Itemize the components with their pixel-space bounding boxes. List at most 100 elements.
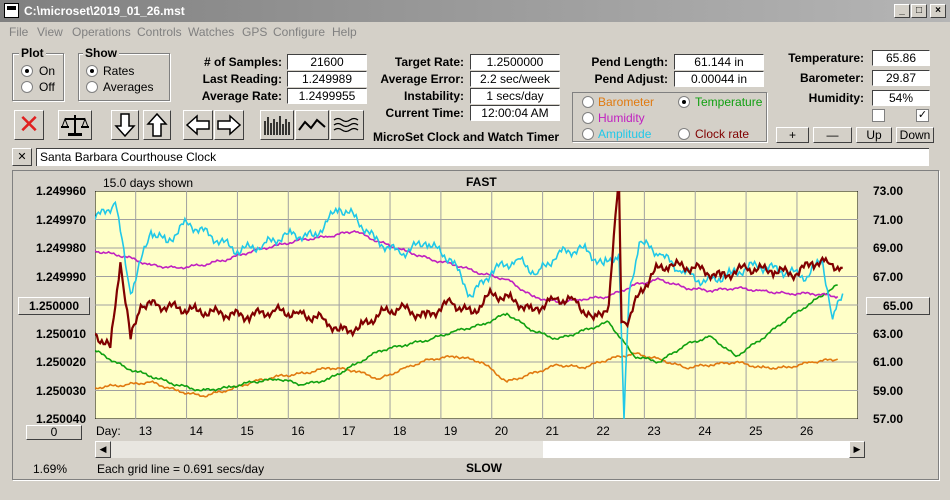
minimize-button[interactable]: _ [894, 4, 910, 18]
zero-button[interactable]: 0 [26, 425, 82, 440]
right-arrow-icon[interactable] [214, 110, 244, 140]
barometer-radio[interactable] [582, 96, 594, 108]
chart-title-fast: FAST [466, 175, 497, 189]
series-options-box [572, 92, 767, 142]
menu-help[interactable]: Help [332, 25, 357, 39]
average-rate-field: 1.2499955 [287, 88, 367, 104]
left-axis-tick: 1.249980 [35, 241, 86, 255]
checkbox-2[interactable]: ✓ [916, 109, 929, 122]
stop-icon[interactable]: ✕ [14, 110, 44, 140]
right-axis-tick: 69.00 [873, 241, 904, 255]
app-name-label: MicroSet Clock and Watch Timer [373, 130, 560, 144]
close-icon[interactable]: ✕ [12, 148, 32, 166]
app-icon[interactable] [4, 3, 19, 18]
clock-rate-radio[interactable] [678, 128, 690, 140]
barometer-label: Barometer: [799, 71, 864, 85]
pend-adjust-label: Pend Adjust: [594, 72, 668, 86]
temperature-label: Temperature: [788, 51, 864, 65]
down-button[interactable]: Down [896, 127, 934, 143]
up-button[interactable]: Up [856, 127, 892, 143]
day-label: 24 [698, 424, 712, 438]
scroll-right-icon[interactable]: ▶ [849, 441, 865, 458]
show-averages-radio[interactable] [86, 81, 98, 93]
show-averages-label: Averages [103, 80, 154, 94]
right-axis-tick: 59.00 [873, 383, 904, 398]
instability-field: 1 secs/day [470, 88, 560, 104]
average-error-field: 2.2 sec/week [470, 71, 560, 87]
menu-watches[interactable]: Watches [188, 25, 235, 39]
grid-note-label: Each grid line = 0.691 secs/day [97, 462, 265, 476]
bar-graph-icon[interactable] [260, 110, 294, 140]
maximize-button[interactable]: □ [911, 4, 927, 18]
last-reading-label: Last Reading: [202, 72, 282, 86]
right-axis-tick: 61.00 [873, 355, 904, 369]
humidity-label: Humidity: [808, 91, 864, 105]
chart-bottom-slow: SLOW [466, 461, 502, 475]
average-error-label: Average Error: [380, 72, 464, 86]
line-graph-icon[interactable] [295, 110, 329, 140]
title-bar: C:\microset\2019_01_26.mst _ □ × [0, 0, 950, 22]
samples-label: # of Samples: [203, 55, 282, 69]
day-label: 17 [342, 424, 356, 438]
left-axis-center-button[interactable]: 1.250000 [18, 297, 90, 315]
left-axis-tick: 1.249990 [35, 269, 86, 284]
day-label: 26 [799, 424, 814, 438]
humidity-radio[interactable] [582, 112, 594, 124]
left-axis-tick: 1.249970 [35, 212, 86, 227]
menu-configure[interactable]: Configure [273, 25, 326, 39]
plus-button[interactable]: + [776, 127, 809, 143]
horizontal-scrollbar[interactable]: ◀ ▶ [95, 441, 865, 458]
day-label: 20 [494, 424, 509, 438]
minus-button[interactable]: — [813, 127, 852, 143]
temperature-option: Temperature [695, 95, 763, 109]
clock-name-field[interactable]: Santa Barbara Courthouse Clock [36, 148, 929, 166]
barometer-field: 29.87 [872, 70, 930, 86]
show-rates-radio[interactable] [86, 65, 98, 77]
chart-panel [12, 170, 939, 480]
wave-graph-icon[interactable] [330, 110, 364, 140]
menu-file[interactable]: File [9, 25, 29, 39]
plot-off-radio[interactable] [21, 81, 33, 93]
balance-scale-icon[interactable] [58, 110, 92, 140]
close-window-button[interactable]: × [930, 4, 946, 18]
day-label: 19 [443, 424, 458, 438]
menu-operations[interactable]: Operations [72, 25, 131, 39]
up-arrow-icon[interactable] [143, 110, 171, 140]
clock-rate-option: Clock rate [695, 127, 750, 141]
plot-on-radio[interactable] [21, 65, 33, 77]
left-axis-tick: 1.250030 [35, 383, 86, 398]
day-label: 15 [240, 424, 254, 438]
left-axis-tick: 1.250010 [35, 326, 86, 341]
samples-field: 21600 [287, 54, 367, 70]
current-time-field: 12:00:04 AM [470, 105, 560, 121]
down-arrow-icon[interactable] [111, 110, 139, 140]
amplitude-radio[interactable] [582, 128, 594, 140]
left-axis-tick: 1.250020 [35, 355, 86, 369]
menu-view[interactable]: View [37, 25, 63, 39]
day-label: 23 [647, 424, 661, 438]
series-barometer [95, 352, 839, 398]
barometer-option: Barometer [598, 95, 655, 109]
last-reading-field: 1.249989 [287, 71, 367, 87]
average-rate-label: Average Rate: [201, 89, 282, 103]
left-arrow-icon[interactable] [183, 110, 213, 140]
scroll-left-icon[interactable]: ◀ [95, 441, 111, 458]
days-shown-label: 15.0 days shown [103, 176, 194, 190]
right-axis-tick: 71.00 [873, 212, 904, 227]
show-group [78, 53, 170, 101]
checkbox-1[interactable] [872, 109, 885, 122]
plot-off-label: Off [39, 80, 55, 94]
pend-adjust-field: 0.00044 in [674, 71, 764, 87]
menu-controls[interactable]: Controls [137, 25, 182, 39]
series-temperature [95, 284, 838, 392]
target-rate-field[interactable]: 1.2500000 [470, 54, 560, 70]
humidity-field: 54% [872, 90, 930, 106]
right-axis-tick: 63.00 [873, 326, 904, 341]
day-label: 16 [291, 424, 305, 438]
right-axis-center-button[interactable]: 65.00 [866, 297, 930, 315]
right-axis-tick: 73.00 [873, 184, 904, 198]
menu-gps[interactable]: GPS [242, 25, 268, 39]
day-label: 18 [393, 424, 407, 438]
temperature-radio[interactable] [678, 96, 690, 108]
x-axis-label: Day: [96, 424, 121, 438]
